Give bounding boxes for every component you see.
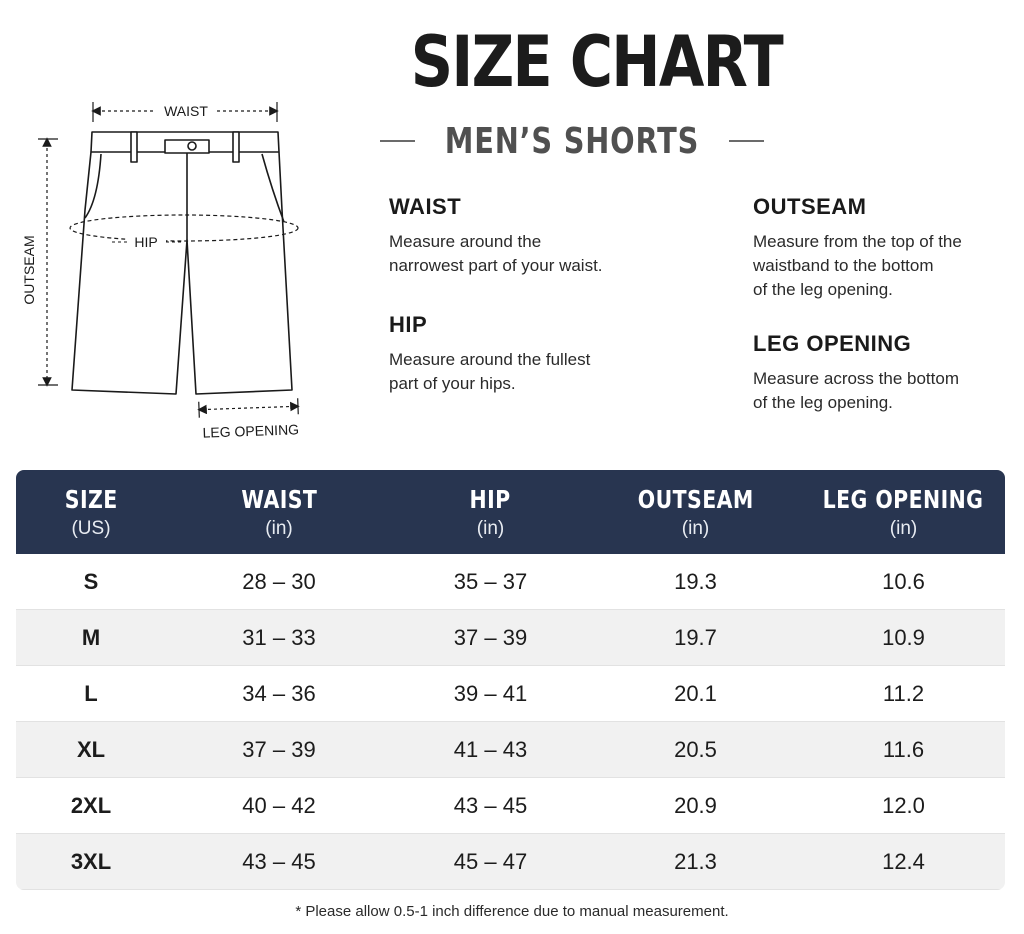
col-title: OUTSEAM bbox=[637, 484, 754, 514]
cell-waist: 40 – 42 bbox=[242, 792, 316, 818]
table-row: 2XL 40 – 42 43 – 45 20.9 12.0 bbox=[16, 778, 1005, 834]
measure-outseam-desc: Measure from the top of the waistband to… bbox=[753, 232, 962, 299]
cell-hip: 45 – 47 bbox=[453, 848, 528, 874]
col-unit: (in) bbox=[476, 517, 505, 539]
table-row: M 31 – 33 37 – 39 19.7 10.9 bbox=[16, 610, 1005, 666]
cell-size: XL bbox=[76, 736, 106, 762]
cell-hip: 43 – 45 bbox=[453, 792, 528, 818]
measure-waist: WAIST Measure around the narrowest part … bbox=[389, 194, 659, 278]
col-unit: (in) bbox=[265, 517, 293, 539]
cell-outseam: 20.1 bbox=[674, 680, 717, 706]
leg-opening-label: LEG OPENING bbox=[202, 421, 299, 440]
col-header-outseam: OUTSEAM (in) bbox=[589, 470, 802, 554]
cell-outseam: 20.5 bbox=[674, 736, 717, 762]
cell-hip: 41 – 43 bbox=[453, 736, 528, 762]
cell-hip: 37 – 39 bbox=[453, 624, 528, 650]
col-title: WAIST bbox=[240, 484, 317, 514]
cell-size: S bbox=[83, 568, 99, 594]
col-title: LEG OPENING bbox=[823, 484, 984, 514]
subtitle-rule-right bbox=[728, 140, 764, 142]
cell-leg-opening: 10.6 bbox=[882, 568, 925, 594]
shorts-outline bbox=[71, 131, 293, 395]
page-subtitle: MEN’S SHORTS bbox=[444, 120, 700, 162]
measure-leg-opening-title: LEG OPENING bbox=[753, 331, 912, 356]
cell-leg-opening: 11.2 bbox=[882, 680, 925, 706]
col-unit: (in) bbox=[889, 517, 918, 539]
table-body: S 28 – 30 35 – 37 19.3 10.6 M 31 – 33 37… bbox=[16, 554, 1005, 890]
measure-hip-desc: Measure around the fullest part of your … bbox=[389, 350, 591, 393]
footnote: * Please allow 0.5-1 inch difference due… bbox=[295, 903, 729, 920]
measure-outseam: OUTSEAM Measure from the top of the wais… bbox=[753, 194, 1023, 302]
cell-waist: 37 – 39 bbox=[242, 736, 316, 762]
cell-leg-opening: 12.0 bbox=[882, 792, 925, 818]
table-header: SIZE (US) WAIST (in) HIP (in) OUTSEAM (i… bbox=[16, 470, 1005, 554]
col-header-hip: HIP (in) bbox=[392, 470, 589, 554]
measure-outseam-title: OUTSEAM bbox=[753, 194, 867, 219]
cell-leg-opening: 11.6 bbox=[882, 736, 925, 762]
subtitle-row: MEN’S SHORTS bbox=[380, 118, 764, 164]
cell-waist: 28 – 30 bbox=[242, 568, 316, 594]
measure-waist-desc: Measure around the narrowest part of you… bbox=[389, 232, 603, 275]
cell-outseam: 19.3 bbox=[674, 568, 717, 594]
col-unit: (US) bbox=[71, 517, 111, 539]
cell-waist: 34 – 36 bbox=[242, 680, 316, 706]
cell-waist: 43 – 45 bbox=[242, 848, 316, 874]
cell-leg-opening: 12.4 bbox=[882, 848, 925, 874]
outseam-label: OUTSEAM bbox=[21, 235, 37, 304]
subtitle-rule-left bbox=[380, 140, 416, 142]
size-table: SIZE (US) WAIST (in) HIP (in) OUTSEAM (i… bbox=[16, 470, 1005, 890]
hip-dimension: HIP bbox=[69, 214, 299, 250]
col-title: SIZE bbox=[64, 484, 118, 514]
waist-dimension: WAIST bbox=[91, 102, 279, 122]
measure-leg-opening-desc: Measure across the bottom of the leg ope… bbox=[753, 369, 959, 412]
page-title: SIZE CHART bbox=[410, 21, 784, 103]
cell-waist: 31 – 33 bbox=[242, 624, 316, 650]
cell-size: L bbox=[84, 680, 98, 706]
cell-hip: 39 – 41 bbox=[453, 680, 528, 706]
col-header-size: SIZE (US) bbox=[16, 470, 166, 554]
cell-size: M bbox=[81, 624, 101, 650]
cell-outseam: 21.3 bbox=[674, 848, 717, 874]
cell-outseam: 20.9 bbox=[674, 792, 717, 818]
cell-hip: 35 – 37 bbox=[453, 568, 528, 594]
col-unit: (in) bbox=[681, 517, 710, 539]
col-header-leg-opening: LEG OPENING (in) bbox=[802, 470, 1005, 554]
measure-hip-title: HIP bbox=[389, 312, 428, 337]
table-row: S 28 – 30 35 – 37 19.3 10.6 bbox=[16, 554, 1005, 610]
leg-opening-dimension: LEG OPENING bbox=[197, 398, 300, 441]
outseam-dimension: OUTSEAM bbox=[21, 137, 58, 387]
measure-hip: HIP Measure around the fullest part of y… bbox=[389, 312, 659, 396]
cell-size: 2XL bbox=[70, 792, 112, 818]
col-header-waist: WAIST (in) bbox=[166, 470, 392, 554]
cell-outseam: 19.7 bbox=[674, 624, 717, 650]
table-row: 3XL 43 – 45 45 – 47 21.3 12.4 bbox=[16, 834, 1005, 890]
cell-size: 3XL bbox=[70, 848, 112, 874]
hip-label: HIP bbox=[134, 234, 157, 250]
waist-label: WAIST bbox=[164, 103, 208, 119]
table-row: L 34 – 36 39 – 41 20.1 11.2 bbox=[16, 666, 1005, 722]
table-row: XL 37 – 39 41 – 43 20.5 11.6 bbox=[16, 722, 1005, 778]
col-title: HIP bbox=[469, 484, 512, 514]
measure-waist-title: WAIST bbox=[389, 194, 462, 219]
measure-leg-opening: LEG OPENING Measure across the bottom of… bbox=[753, 331, 1023, 415]
cell-leg-opening: 10.9 bbox=[882, 624, 925, 650]
shorts-diagram: WAIST OUTSEAM HIP LEG OPENING bbox=[21, 102, 300, 441]
